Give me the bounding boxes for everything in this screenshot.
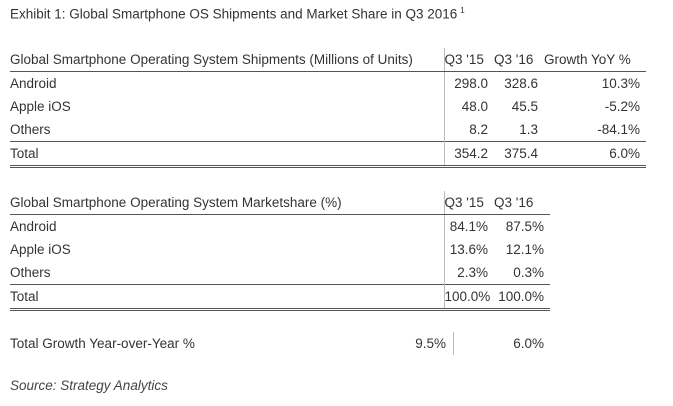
shipments-header-growth: Growth YoY % [544, 48, 646, 72]
shipments-header-q3-15: Q3 '15 [443, 48, 494, 72]
footnote-marker: 1 [460, 6, 465, 15]
shipments-table: Global Smartphone Operating System Shipm… [10, 48, 646, 168]
table-row: Apple iOS 48.0 45.5 -5.2% [10, 95, 646, 118]
total-label: Total [10, 284, 444, 311]
cell-q3-15: 48.0 [443, 95, 494, 118]
table-row: Others 8.2 1.3 -84.1% [10, 118, 646, 142]
row-label: Android [10, 219, 57, 234]
total-growth-q3-15: 9.5% [415, 336, 446, 351]
cell-q3-15: 13.6% [443, 238, 494, 261]
cell-q3-16: 328.6 [504, 76, 538, 91]
cell-q3-16: 45.5 [511, 99, 538, 114]
cell-q3-15: 84.1% [443, 214, 494, 238]
source-note: Source: Strategy Analytics [10, 378, 168, 393]
marketshare-header-title: Global Smartphone Operating System Marke… [10, 191, 444, 215]
table-row: Android 298.0 328.6 10.3% [10, 71, 646, 95]
cell-q3-16: 87.5% [505, 219, 544, 234]
cell-q3-15: 298.0 [443, 71, 494, 95]
shipments-header-q3-16: Q3 '16 [494, 48, 544, 72]
shipments-total-row: Total 354.2 375.4 6.0% [10, 141, 646, 168]
total-growth-label: Total Growth Year-over-Year % [10, 336, 195, 351]
shipments-header-row: Global Smartphone Operating System Shipm… [10, 48, 646, 72]
marketshare-total-row: Total 100.0% 100.0% [10, 284, 550, 311]
total-q3-15: 354.2 [443, 141, 494, 168]
table-row: Android 84.1% 87.5% [10, 214, 550, 238]
cell-growth: -84.1% [597, 122, 640, 137]
total-label: Total [10, 141, 444, 168]
table-row: Apple iOS 13.6% 12.1% [10, 238, 550, 261]
total-growth-row: Total Growth Year-over-Year % 9.5% 6.0% [10, 332, 550, 355]
marketshare-table: Global Smartphone Operating System Marke… [10, 191, 550, 311]
cell-q3-16: 0.3% [513, 265, 544, 280]
marketshare-header-q3-16: Q3 '16 [494, 191, 550, 215]
total-q3-15: 100.0% [443, 284, 494, 311]
column-divider [453, 332, 454, 355]
cell-q3-16: 1.3 [519, 122, 538, 137]
shipments-header-title: Global Smartphone Operating System Shipm… [10, 48, 444, 72]
cell-growth: -5.2% [604, 99, 640, 114]
row-label: Apple iOS [10, 242, 71, 257]
marketshare-header-q3-15: Q3 '15 [443, 191, 494, 215]
row-label: Android [10, 76, 57, 91]
cell-q3-15: 2.3% [443, 261, 494, 285]
exhibit-title-text: Exhibit 1: Global Smartphone OS Shipment… [10, 6, 458, 22]
row-label: Others [10, 265, 51, 280]
exhibit-title: Exhibit 1: Global Smartphone OS Shipment… [10, 6, 465, 22]
total-q3-16: 375.4 [494, 141, 544, 168]
total-q3-16: 100.0% [494, 284, 550, 311]
table-row: Others 2.3% 0.3% [10, 261, 550, 285]
row-label: Others [10, 122, 51, 137]
marketshare-header-row: Global Smartphone Operating System Marke… [10, 191, 550, 215]
cell-q3-16: 12.1% [505, 242, 544, 257]
total-growth-q3-16: 6.0% [513, 336, 544, 351]
row-label: Apple iOS [10, 99, 71, 114]
cell-growth: 10.3% [601, 76, 640, 91]
cell-q3-15: 8.2 [443, 118, 494, 142]
total-growth: 6.0% [544, 141, 646, 168]
